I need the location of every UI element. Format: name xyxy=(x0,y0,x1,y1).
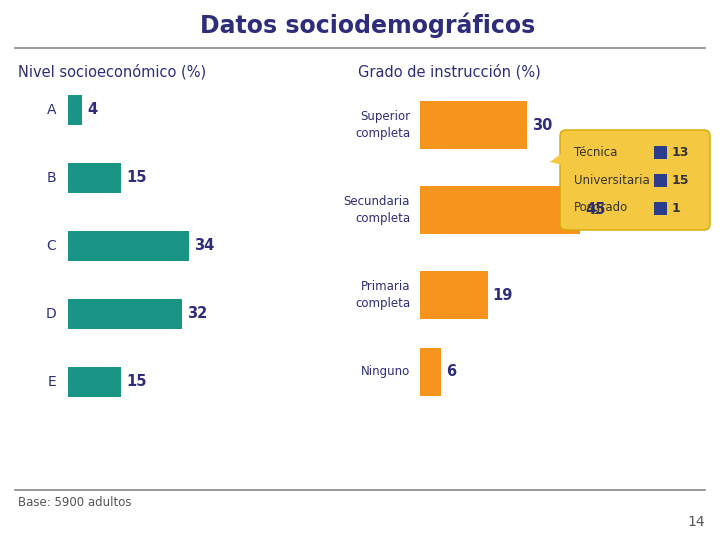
FancyBboxPatch shape xyxy=(420,348,441,396)
Text: 19: 19 xyxy=(492,287,513,302)
FancyBboxPatch shape xyxy=(68,367,122,397)
Text: Primaria
completa: Primaria completa xyxy=(355,280,410,310)
Text: Superior
completa: Superior completa xyxy=(355,110,410,140)
Text: Datos sociodemográficos: Datos sociodemográficos xyxy=(200,12,535,38)
Text: E: E xyxy=(48,375,56,389)
Text: 15: 15 xyxy=(672,173,690,186)
Text: A: A xyxy=(47,103,56,117)
Text: Técnica: Técnica xyxy=(574,145,617,159)
Text: Universitaria: Universitaria xyxy=(574,173,649,186)
FancyBboxPatch shape xyxy=(654,146,667,159)
Text: Posgrado: Posgrado xyxy=(574,201,629,214)
FancyBboxPatch shape xyxy=(68,299,181,329)
Text: 4: 4 xyxy=(87,103,97,118)
Text: 6: 6 xyxy=(446,364,456,380)
Text: Base: 5900 adultos: Base: 5900 adultos xyxy=(18,496,132,510)
Text: 14: 14 xyxy=(688,515,705,529)
Text: Grado de instrucción (%): Grado de instrucción (%) xyxy=(358,64,541,80)
FancyBboxPatch shape xyxy=(654,174,667,187)
FancyBboxPatch shape xyxy=(420,101,526,149)
Text: 45: 45 xyxy=(585,202,606,218)
Text: 34: 34 xyxy=(194,239,214,253)
Text: 32: 32 xyxy=(186,307,207,321)
Text: 1: 1 xyxy=(672,201,680,214)
Text: 15: 15 xyxy=(126,171,147,186)
FancyBboxPatch shape xyxy=(560,130,710,230)
Text: D: D xyxy=(45,307,56,321)
Text: B: B xyxy=(46,171,56,185)
FancyBboxPatch shape xyxy=(420,271,487,319)
Text: Ninguno: Ninguno xyxy=(361,366,410,379)
Text: 30: 30 xyxy=(531,118,552,132)
Text: C: C xyxy=(46,239,56,253)
FancyBboxPatch shape xyxy=(68,231,189,261)
Text: Secundaria
completa: Secundaria completa xyxy=(343,195,410,225)
FancyBboxPatch shape xyxy=(654,202,667,215)
FancyBboxPatch shape xyxy=(68,163,122,193)
Text: 15: 15 xyxy=(126,375,147,389)
Text: 13: 13 xyxy=(672,145,689,159)
Text: Nivel socioeconómico (%): Nivel socioeconómico (%) xyxy=(18,64,206,80)
Polygon shape xyxy=(550,150,566,166)
FancyBboxPatch shape xyxy=(420,186,580,234)
FancyBboxPatch shape xyxy=(68,95,82,125)
